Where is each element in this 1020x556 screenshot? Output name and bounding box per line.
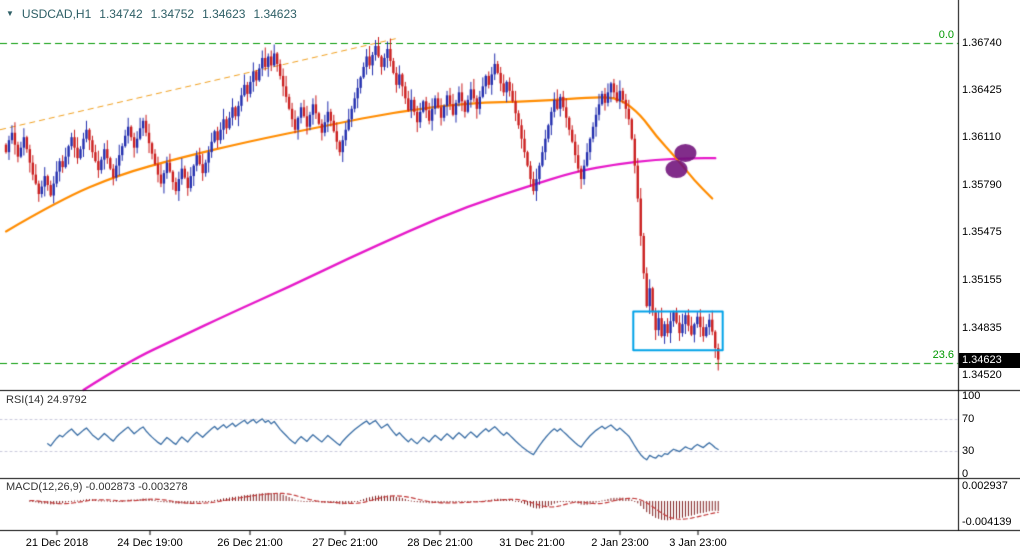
rsi-axis-label: 0 [962,468,969,480]
price-axis-label: 1.36740 [962,37,1002,49]
price-axis-label: 1.35155 [962,274,1002,287]
rsi-name: RSI(14) [6,394,44,406]
time-axis-label: 3 Jan 23:00 [669,537,727,549]
macd-axis-label: -0.004139 [962,516,1012,529]
fib-level-label-0: 0.0 [938,29,954,41]
rsi-axis-label: 30 [962,444,975,457]
rsi-axis-label: 70 [962,413,975,426]
symbol-title: USDCAD,H1 [21,7,92,21]
price-axis-label: 1.35790 [962,179,1002,192]
time-axis-label: 28 Dec 21:00 [407,537,473,549]
ohlc-open: 1.34742 [99,7,143,21]
ohlc-low: 1.34623 [202,7,246,21]
time-axis-label: 2 Jan 23:00 [591,537,649,549]
time-axis-label: 31 Dec 21:00 [499,537,565,549]
fib-level-label-236: 23.6 [932,349,954,362]
price-axis-label: 1.36425 [962,84,1002,97]
macd-axis-label: 0.002937 [962,480,1008,492]
ohlc-high: 1.34752 [150,7,195,21]
macd-name: MACD(12,26,9) [6,481,83,493]
time-axis-label: 21 Dec 2018 [25,537,89,549]
price-axis-label: 1.36110 [962,131,1001,144]
symbol-header: ▼ USDCAD,H1 1.34742 1.34752 1.34623 1.34… [6,7,297,21]
rsi-value: 24.9792 [46,394,87,406]
symbol-dropdown-icon[interactable]: ▼ [6,9,14,18]
price-axis-label: 1.35475 [962,226,1002,239]
ohlc-close: 1.34623 [253,7,297,21]
rsi-axis-label: 100 [962,390,981,402]
rsi-indicator-label: RSI(14) 24.9792 [6,394,87,406]
macd-main-value: -0.002873 [85,481,136,493]
time-axis-label: 24 Dec 19:00 [117,537,183,549]
price-axis-label: 1.34835 [962,321,1002,334]
current-price-badge: 1.34623 [959,352,1020,368]
macd-signal-value: -0.003278 [138,481,188,493]
macd-indicator-label: MACD(12,26,9) -0.002873 -0.003278 [6,481,188,493]
time-axis-label: 26 Dec 21:00 [217,537,283,549]
time-axis-label: 27 Dec 21:00 [312,537,378,549]
price-axis-label: 1.34520 [962,368,1002,381]
